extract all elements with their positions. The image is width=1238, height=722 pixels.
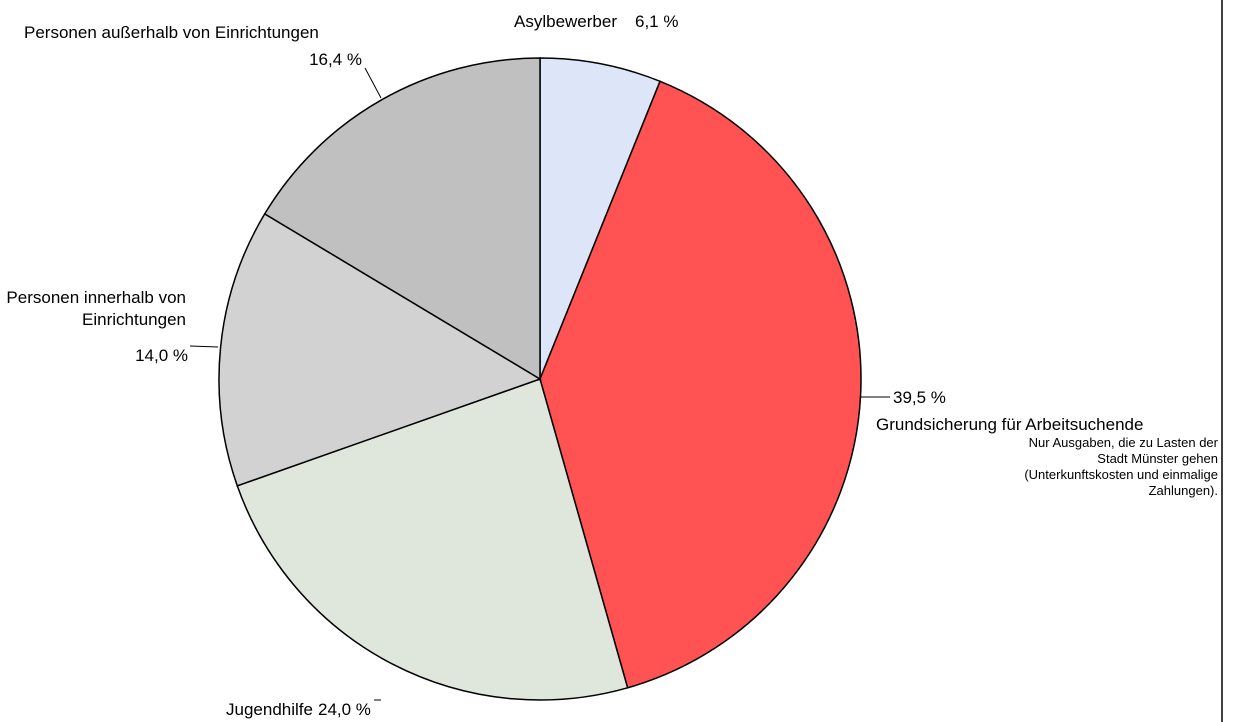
pie-slice	[539, 80, 862, 689]
pie-slice	[263, 57, 541, 381]
pie-slice	[539, 57, 662, 380]
slice-label: Grundsicherung für Arbeitsuchende	[876, 415, 1144, 434]
slice-label: Jugendhilfe	[226, 700, 313, 719]
slice-label: Personen innerhalb von Einrichtungen	[6, 288, 186, 329]
value-label: 24,0 %	[318, 700, 371, 719]
value-label: 39,5 %	[893, 388, 946, 407]
annotation: Nur Ausgaben, die zu Lasten der Stadt Mü…	[1024, 435, 1218, 498]
slice-label: Asylbewerber	[514, 12, 617, 31]
leader-line	[364, 67, 382, 99]
value-label: 14,0 %	[135, 346, 188, 365]
pie-slice	[236, 378, 629, 701]
value-label: 16,4 %	[309, 50, 362, 69]
value-label: 6,1 %	[635, 12, 679, 31]
slice-label: Personen außerhalb von Einrichtungen	[24, 23, 319, 42]
pie-slice	[218, 212, 542, 487]
leader-lines	[189, 67, 890, 701]
leader-line	[189, 345, 219, 348]
